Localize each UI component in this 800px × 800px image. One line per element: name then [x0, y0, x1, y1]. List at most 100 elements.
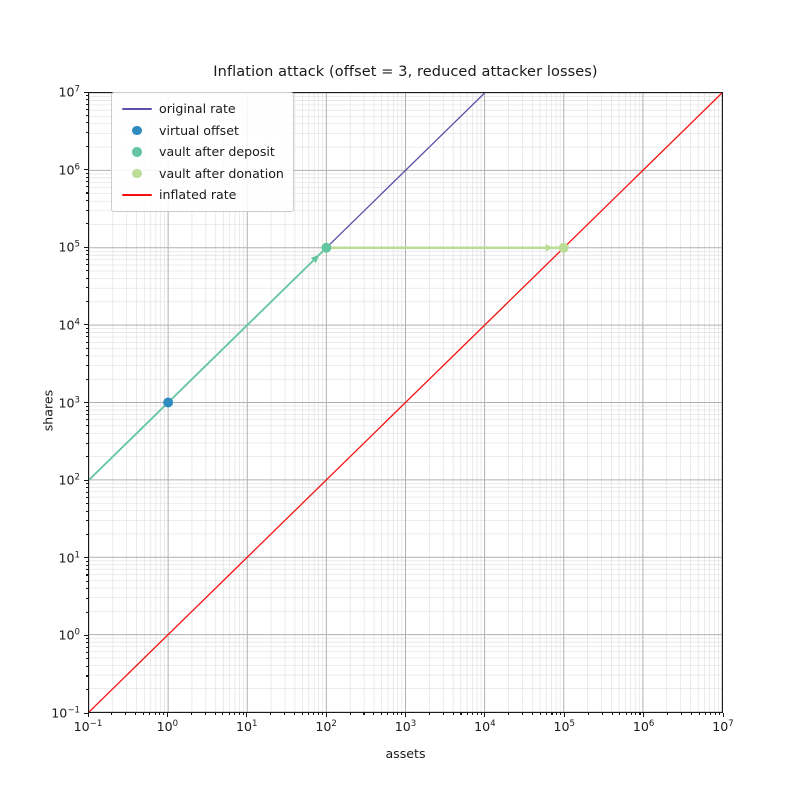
y-minor-tick	[85, 564, 88, 566]
y-minor-tick	[85, 341, 88, 343]
x-minor-tick	[214, 713, 216, 716]
x-minor-tick	[349, 713, 351, 716]
series-line-vault-after-deposit	[89, 247, 328, 481]
y-minor-tick	[85, 347, 88, 349]
x-minor-tick	[630, 713, 632, 716]
y-minor-tick	[85, 611, 88, 613]
y-minor-tick	[85, 665, 88, 667]
x-minor-tick	[522, 713, 524, 716]
y-minor-tick	[85, 569, 88, 571]
y-minor-tick	[85, 364, 88, 366]
y-minor-tick	[85, 327, 88, 329]
x-tick-label-1: 100	[156, 718, 179, 734]
x-minor-tick	[381, 713, 383, 716]
y-minor-tick	[85, 301, 88, 303]
x-tick-label-0: 10−1	[73, 718, 103, 734]
legend-entry-vault-after-deposit[interactable]: vault after deposit	[119, 142, 284, 162]
y-minor-tick	[85, 145, 88, 147]
x-minor-tick	[587, 713, 589, 716]
x-minor-tick	[539, 713, 541, 716]
x-minor-tick	[270, 713, 272, 716]
x-tick-mark-5	[484, 713, 486, 718]
legend-line-swatch-icon	[119, 107, 155, 110]
x-minor-tick	[680, 713, 683, 716]
legend-entry-original-rate[interactable]: original rate	[119, 99, 284, 119]
legend-dot-swatch-icon	[119, 147, 155, 157]
x-minor-tick	[149, 713, 151, 716]
legend-entry-virtual-offset[interactable]: virtual offset	[119, 121, 284, 141]
data-layer	[89, 93, 722, 712]
x-tick-label-7: 106	[632, 718, 655, 734]
marker-vault-after-deposit[interactable]	[321, 242, 332, 253]
y-minor-tick	[85, 675, 88, 677]
y-tick-mark-4	[83, 402, 88, 404]
y-tick-mark-1	[83, 634, 88, 636]
y-tick-label-8: 107	[58, 84, 81, 100]
x-minor-tick	[228, 713, 230, 716]
x-minor-tick	[125, 713, 127, 716]
x-minor-tick	[546, 713, 548, 716]
y-minor-tick	[85, 250, 88, 252]
x-minor-tick	[294, 713, 296, 716]
legend-line-swatch-icon	[119, 193, 155, 196]
x-minor-tick	[397, 713, 399, 716]
x-minor-tick	[428, 713, 430, 716]
swatch	[132, 168, 142, 178]
y-minor-tick	[85, 378, 88, 380]
x-minor-tick	[551, 713, 553, 716]
x-minor-tick	[625, 713, 627, 716]
y-minor-tick	[85, 176, 88, 178]
legend-label: inflated rate	[159, 187, 237, 203]
y-minor-tick	[85, 103, 88, 105]
x-minor-tick	[135, 713, 137, 716]
series-line-inflated-rate	[89, 93, 722, 712]
y-minor-tick	[85, 597, 88, 599]
plot-area[interactable]	[88, 92, 723, 713]
y-minor-tick	[85, 689, 88, 691]
y-minor-tick	[85, 520, 88, 522]
y-tick-mark-3	[83, 479, 88, 481]
x-minor-tick	[401, 713, 403, 716]
y-minor-tick	[85, 200, 88, 202]
legend-entry-inflated-rate[interactable]: inflated rate	[119, 185, 284, 205]
x-minor-tick	[556, 713, 558, 716]
x-minor-tick	[159, 713, 161, 716]
y-minor-tick	[85, 588, 88, 590]
y-tick-label-0: 10−1	[51, 705, 80, 721]
y-minor-tick	[85, 287, 88, 289]
y-minor-tick	[85, 409, 88, 411]
x-minor-tick	[639, 713, 641, 716]
x-minor-tick	[667, 713, 669, 716]
x-minor-tick	[508, 713, 510, 716]
x-minor-tick	[560, 713, 562, 716]
x-minor-tick	[313, 713, 315, 716]
x-tick-label-5: 104	[474, 718, 496, 734]
x-minor-tick	[111, 713, 113, 716]
y-minor-tick	[85, 638, 88, 640]
y-minor-tick	[85, 258, 88, 260]
x-tick-mark-6	[563, 713, 565, 718]
legend-entry-vault-after-donation[interactable]: vault after donation	[119, 164, 284, 184]
x-minor-tick	[710, 713, 712, 716]
legend-label: virtual offset	[159, 122, 239, 138]
y-minor-tick	[85, 533, 88, 535]
x-minor-tick	[284, 713, 286, 716]
legend-label: original rate	[159, 101, 236, 117]
x-minor-tick	[718, 713, 720, 716]
y-minor-tick	[85, 491, 88, 493]
y-minor-tick	[85, 331, 88, 333]
y-minor-tick	[85, 254, 88, 256]
x-minor-tick	[238, 713, 240, 716]
legend[interactable]: original rate virtual offset vault after d…	[111, 92, 294, 212]
y-minor-tick	[85, 99, 88, 101]
x-minor-tick	[363, 713, 365, 716]
legend-label: vault after deposit	[159, 144, 275, 160]
x-tick-label-4: 103	[394, 718, 417, 734]
x-minor-tick	[442, 713, 444, 716]
x-minor-tick	[452, 713, 454, 716]
y-minor-tick	[85, 658, 88, 660]
marker-vault-after-donation[interactable]	[558, 242, 569, 253]
legend-dot-swatch-icon	[119, 168, 155, 178]
marker-virtual-offset[interactable]	[163, 397, 174, 408]
